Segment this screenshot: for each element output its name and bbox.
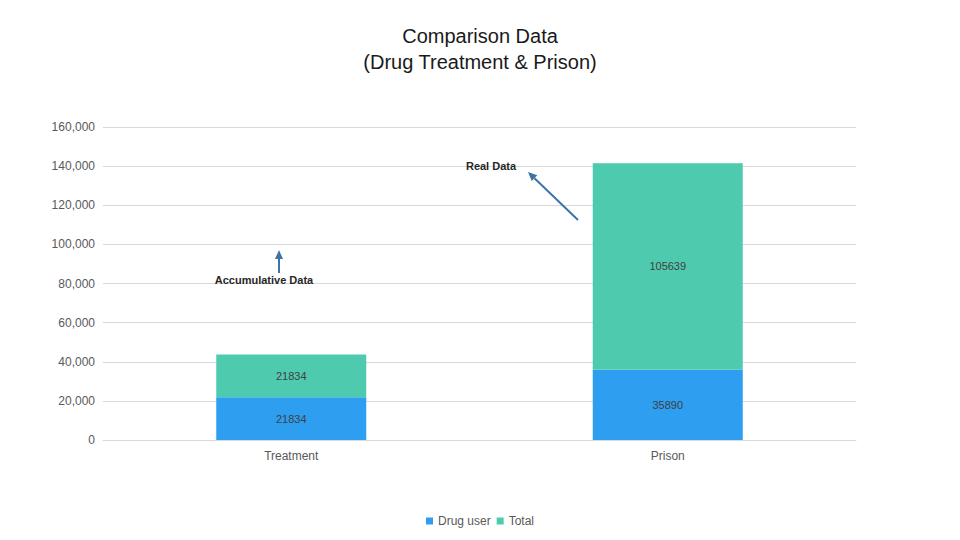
svg-text:Comparison Data: Comparison Data [402, 25, 559, 47]
svg-text:20,000: 20,000 [58, 394, 95, 408]
svg-text:140,000: 140,000 [52, 159, 96, 173]
svg-text:105639: 105639 [649, 260, 686, 272]
svg-text:(Drug Treatment & Prison): (Drug Treatment & Prison) [363, 51, 596, 73]
svg-text:35890: 35890 [652, 399, 683, 411]
svg-text:Drug user: Drug user [438, 514, 491, 528]
svg-text:40,000: 40,000 [58, 355, 95, 369]
svg-text:Real Data: Real Data [466, 160, 517, 172]
svg-text:0: 0 [88, 433, 95, 447]
svg-text:120,000: 120,000 [52, 198, 96, 212]
svg-text:21834: 21834 [276, 370, 307, 382]
svg-text:Total: Total [509, 514, 534, 528]
svg-text:Prison: Prison [651, 449, 685, 463]
svg-text:80,000: 80,000 [58, 277, 95, 291]
svg-text:60,000: 60,000 [58, 316, 95, 330]
svg-text:100,000: 100,000 [52, 237, 96, 251]
svg-text:160,000: 160,000 [52, 120, 96, 134]
svg-text:Accumulative Data: Accumulative Data [215, 274, 314, 286]
svg-text:Treatment: Treatment [264, 449, 319, 463]
svg-text:21834: 21834 [276, 413, 307, 425]
